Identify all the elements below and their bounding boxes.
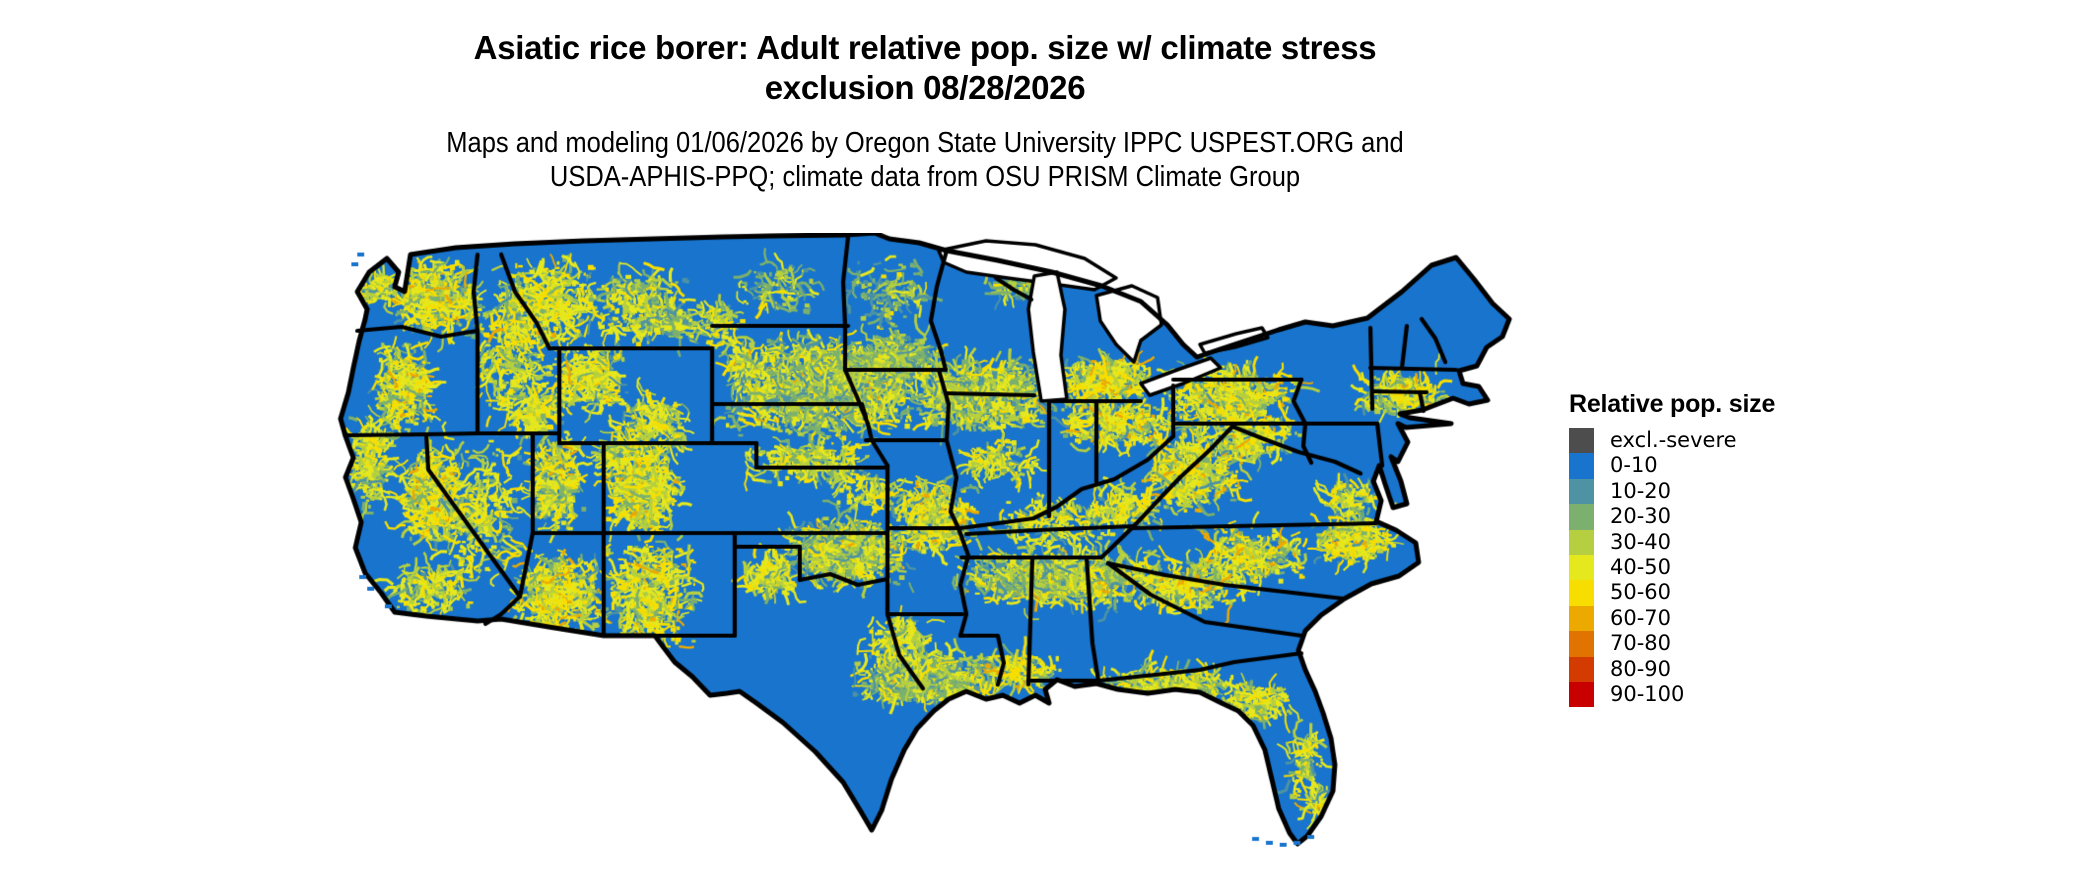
legend-swatch: [1569, 656, 1594, 682]
legend-swatch: [1569, 529, 1594, 555]
legend-item: 90-100: [1569, 681, 1869, 708]
legend-item: 70-80: [1569, 631, 1869, 657]
legend-label: 10-20: [1610, 478, 1672, 503]
legend-item: 60-70: [1569, 605, 1869, 632]
legend-label: 90-100: [1610, 681, 1685, 706]
legend-swatch: [1569, 504, 1594, 530]
figure-subtitle-line1: Maps and modeling 01/06/2026 by Oregon S…: [446, 127, 1404, 159]
legend-item: 30-40: [1569, 529, 1869, 555]
legend-swatch: [1569, 580, 1594, 606]
legend-item: 10-20: [1569, 478, 1869, 505]
legend-swatch: [1569, 453, 1594, 479]
legend-item: 80-90: [1569, 656, 1869, 682]
map-legend: Relative pop. size excl.-severe 0-10 10-20…: [1569, 390, 1869, 708]
legend-label: excl.-severe: [1610, 428, 1737, 452]
legend-label: 80-90: [1610, 656, 1672, 681]
legend-swatch: [1569, 605, 1594, 632]
legend-label: 70-80: [1610, 631, 1672, 656]
legend-rows: excl.-severe 0-10 10-20 20-30 30-40 40-50 50-6…: [1569, 428, 1869, 708]
figure-title-line2: exclusion 08/28/2026: [764, 69, 1086, 106]
legend-label: 60-70: [1610, 605, 1672, 630]
legend-title: Relative pop. size: [1569, 390, 1776, 418]
legend-label: 50-60: [1610, 580, 1672, 605]
legend-label: 40-50: [1610, 554, 1672, 579]
legend-item: 40-50: [1569, 554, 1869, 581]
figure-title: Asiatic rice borer: Adult relative pop. …: [0, 28, 1850, 108]
legend-swatch: [1569, 478, 1594, 505]
legend-swatch: [1569, 631, 1594, 657]
figure-subtitle-line2: USDA-APHIS-PPQ; climate data from OSU PR…: [549, 161, 1301, 193]
legend-item: 20-30: [1569, 504, 1869, 530]
legend-label: 20-30: [1610, 504, 1672, 529]
figure-subtitle: Maps and modeling 01/06/2026 by Oregon S…: [111, 126, 1739, 194]
legend-item: 50-60: [1569, 580, 1869, 606]
legend-label: 30-40: [1610, 529, 1672, 554]
figure-title-line1: Asiatic rice borer: Adult relative pop. …: [473, 29, 1377, 66]
legend-item: excl.-severe: [1569, 428, 1869, 454]
legend-label: 0-10: [1610, 453, 1658, 478]
legend-swatch: [1569, 554, 1594, 581]
legend-item: 0-10: [1569, 453, 1869, 479]
legend-swatch: [1569, 681, 1594, 708]
legend-swatch: [1569, 428, 1594, 454]
us-choropleth-map: [308, 233, 1530, 878]
